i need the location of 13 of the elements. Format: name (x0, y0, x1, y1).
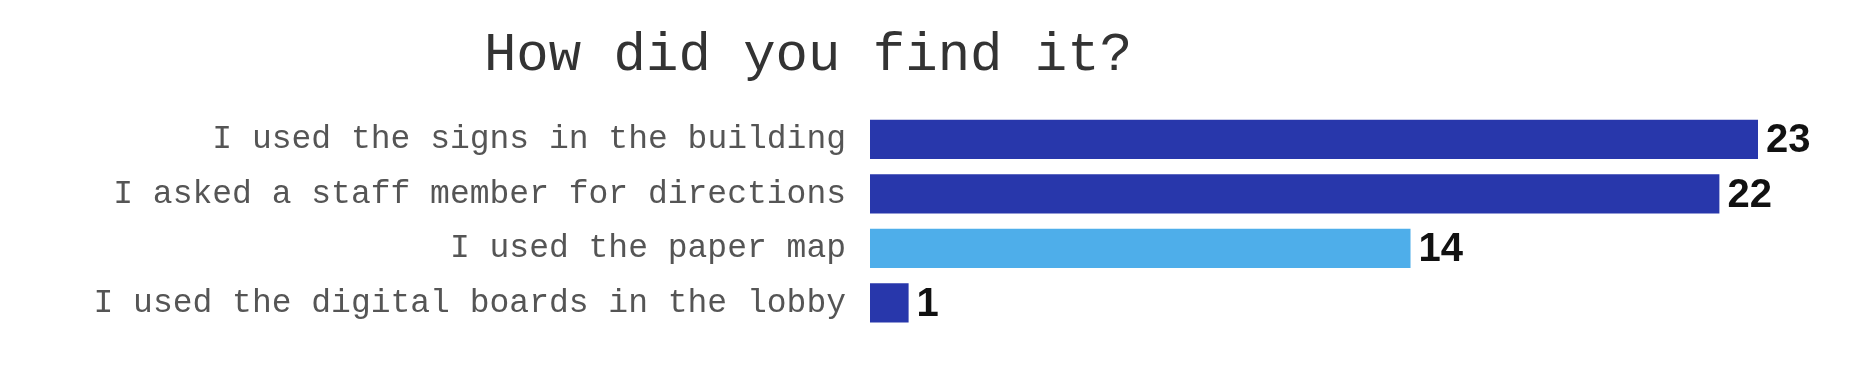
y-tick-label: I used the paper map (449, 230, 846, 268)
chart-title: How did you find it? (483, 25, 1133, 87)
data-label: 22 (1727, 170, 1772, 215)
bar (870, 283, 909, 323)
y-tick-label: I used the digital boards in the lobby (93, 284, 846, 322)
bar (870, 228, 1411, 269)
bar (870, 119, 1758, 159)
data-label: 23 (1766, 116, 1811, 161)
y-tick-label: I asked a staff member for directions (113, 175, 846, 213)
bar (870, 174, 1720, 214)
data-label: 14 (1418, 225, 1464, 270)
y-tick-label: I used the signs in the building (212, 121, 846, 159)
data-label: 1 (916, 279, 939, 324)
